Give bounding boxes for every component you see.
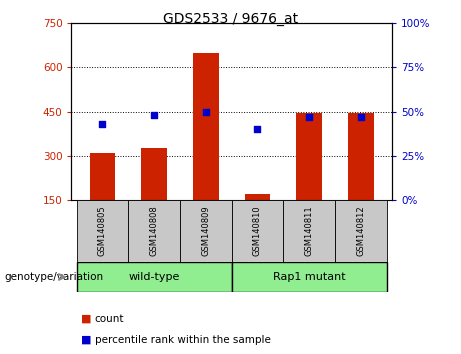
Text: Rap1 mutant: Rap1 mutant — [273, 272, 345, 282]
Point — [202, 109, 209, 114]
FancyBboxPatch shape — [77, 262, 231, 292]
Bar — [296, 113, 322, 200]
FancyBboxPatch shape — [128, 200, 180, 262]
Text: ■: ■ — [81, 335, 91, 345]
Text: GDS2533 / 9676_at: GDS2533 / 9676_at — [163, 12, 298, 27]
FancyBboxPatch shape — [335, 200, 387, 262]
Point — [254, 126, 261, 132]
Text: percentile rank within the sample: percentile rank within the sample — [95, 335, 271, 345]
FancyBboxPatch shape — [180, 200, 231, 262]
Text: count: count — [95, 314, 124, 324]
FancyBboxPatch shape — [231, 262, 387, 292]
Bar — [89, 153, 115, 200]
Text: genotype/variation: genotype/variation — [5, 272, 104, 282]
Bar — [193, 52, 219, 200]
Point — [306, 114, 313, 120]
Text: GSM140811: GSM140811 — [305, 206, 313, 256]
Text: GSM140805: GSM140805 — [98, 206, 107, 256]
FancyBboxPatch shape — [77, 200, 128, 262]
Bar — [348, 113, 374, 200]
Point — [99, 121, 106, 127]
Bar — [141, 148, 167, 200]
Text: GSM140809: GSM140809 — [201, 206, 210, 256]
Text: wild-type: wild-type — [129, 272, 180, 282]
Point — [357, 114, 365, 120]
Text: GSM140810: GSM140810 — [253, 206, 262, 256]
Text: GSM140812: GSM140812 — [356, 206, 366, 256]
FancyBboxPatch shape — [231, 200, 284, 262]
Text: GSM140808: GSM140808 — [150, 206, 159, 256]
FancyBboxPatch shape — [284, 200, 335, 262]
Point — [150, 112, 158, 118]
Bar — [245, 194, 271, 200]
Text: ■: ■ — [81, 314, 91, 324]
